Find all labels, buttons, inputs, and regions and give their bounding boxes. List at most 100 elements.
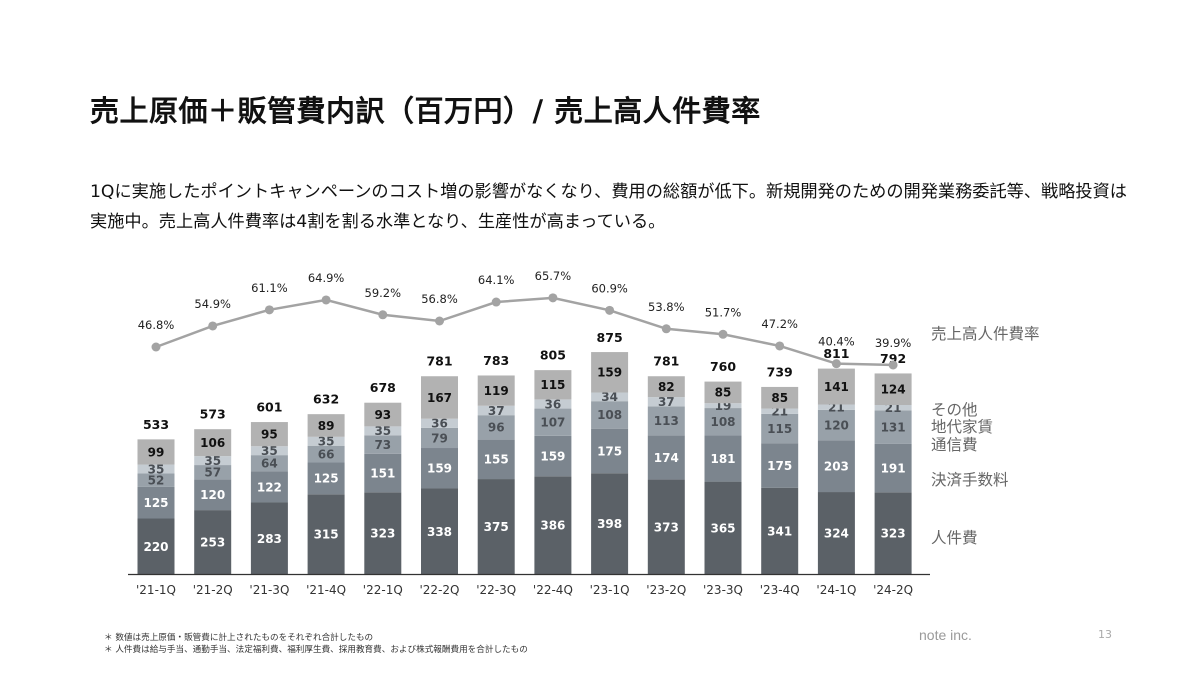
- x-tick-label: '23-3Q: [703, 583, 743, 597]
- bar-segment: [761, 413, 799, 444]
- total-value-label: 781: [426, 354, 452, 369]
- segment-value-label: 108: [710, 415, 735, 429]
- segment-value-label: 151: [370, 466, 395, 480]
- segment-value-label: 36: [545, 397, 562, 411]
- segment-value-label: 64: [261, 457, 278, 471]
- segment-value-label: 52: [148, 473, 165, 487]
- bar-segment: [421, 488, 458, 575]
- x-tick-label: '21-4Q: [306, 583, 346, 597]
- segment-value-label: 253: [200, 536, 225, 550]
- ratio-point: [775, 341, 785, 351]
- segment-value-label: 125: [314, 472, 339, 486]
- bar-segment: [591, 352, 629, 393]
- ratio-point: [831, 359, 841, 369]
- segment-value-label: 324: [824, 527, 849, 541]
- bar-segment: [250, 455, 288, 472]
- ratio-point: [548, 293, 558, 303]
- bar-segment: [817, 368, 855, 405]
- total-value-label: 792: [880, 351, 906, 366]
- ratio-value-label: 47.2%: [761, 317, 798, 331]
- bar-segment: [364, 492, 402, 575]
- ratio-value-label: 54.9%: [194, 297, 231, 311]
- bar-segment: [704, 435, 742, 482]
- x-tick-label: '23-1Q: [590, 583, 630, 597]
- bar-segment: [591, 401, 629, 429]
- ratio-value-label: 56.8%: [421, 292, 458, 306]
- bar-segment: [647, 376, 685, 398]
- ratio-value-label: 46.8%: [138, 318, 175, 332]
- segment-value-label: 159: [540, 449, 565, 463]
- footnote-1: ＊ 数値は売上原価・販管費に計上されたものをそれぞれ合計したもの: [104, 633, 374, 643]
- segment-value-label: 35: [374, 424, 391, 438]
- bar-segment: [647, 406, 685, 436]
- segment-value-label: 35: [261, 444, 278, 458]
- segment-value-label: 85: [715, 386, 732, 400]
- segment-value-label: 181: [710, 452, 735, 466]
- bar-segment: [137, 464, 175, 474]
- segment-value-label: 220: [143, 540, 168, 554]
- x-tick-label: '23-4Q: [760, 583, 800, 597]
- segment-value-label: 373: [654, 520, 679, 534]
- x-tick-label: '22-2Q: [420, 583, 460, 597]
- ratio-value-label: 64.1%: [478, 273, 515, 287]
- bar-segment: [761, 386, 799, 409]
- x-tick-label: '21-3Q: [249, 583, 289, 597]
- ratio-value-label: 60.9%: [591, 281, 628, 295]
- total-value-label: 783: [483, 353, 509, 368]
- ratio-point: [208, 321, 218, 331]
- total-value-label: 739: [767, 364, 793, 379]
- bar-segment: [874, 410, 912, 444]
- segment-value-label: 120: [200, 488, 225, 502]
- x-tick-label: '24-1Q: [816, 583, 856, 597]
- segment-value-label: 66: [318, 447, 335, 461]
- bar-segment: [421, 448, 458, 489]
- ratio-point: [151, 342, 161, 352]
- bar-segment: [421, 376, 458, 419]
- segment-value-label: 174: [654, 451, 679, 465]
- segment-value-label: 167: [427, 391, 452, 405]
- bar-segment: [137, 473, 175, 487]
- segment-value-label: 119: [484, 384, 509, 398]
- bar-segment: [250, 471, 288, 503]
- footnotes: ＊ 数値は売上原価・販管費に計上されたものをそれぞれ合計したもの ＊ 人件費は給…: [104, 632, 528, 656]
- bar-segment: [704, 408, 742, 436]
- bar-segment: [137, 518, 175, 575]
- segment-value-label: 85: [771, 391, 788, 405]
- ratio-point: [718, 329, 728, 339]
- ratio-value-label: 53.8%: [648, 300, 685, 314]
- segment-value-label: 113: [654, 414, 679, 428]
- legend-label: 人件費: [931, 529, 978, 547]
- segment-value-label: 341: [767, 524, 792, 538]
- bar-segment: [817, 440, 855, 493]
- segment-value-label: 73: [374, 438, 391, 452]
- bar-segment: [704, 403, 742, 409]
- segment-value-label: 155: [484, 453, 509, 467]
- total-value-label: 781: [653, 354, 679, 369]
- total-value-label: 875: [597, 330, 623, 345]
- bar-segment: [874, 373, 912, 406]
- segment-value-label: 283: [257, 532, 282, 546]
- x-tick-label: '22-1Q: [363, 583, 403, 597]
- brand-name: note inc.: [919, 627, 972, 643]
- bar-segment: [874, 405, 912, 411]
- bar-segment: [477, 375, 515, 406]
- bar-segment: [307, 462, 345, 495]
- segment-value-label: 82: [658, 380, 675, 394]
- segment-value-label: 131: [881, 420, 906, 434]
- x-tick-label: '24-2Q: [873, 583, 913, 597]
- segment-value-label: 107: [540, 416, 565, 430]
- total-value-label: 811: [823, 346, 849, 361]
- legend-label: 売上高人件費率: [931, 325, 1040, 343]
- bar-segment: [364, 402, 402, 427]
- bar-segment: [307, 494, 345, 575]
- total-value-label: 678: [370, 380, 396, 395]
- bar-segment: [534, 476, 572, 575]
- bar-segment: [817, 409, 855, 441]
- segment-value-label: 365: [710, 521, 735, 535]
- bar-segment: [591, 428, 629, 474]
- bar-segment: [194, 465, 232, 480]
- x-tick-label: '22-3Q: [476, 583, 516, 597]
- segment-value-label: 125: [143, 496, 168, 510]
- x-tick-label: '23-2Q: [646, 583, 686, 597]
- bar-segment: [477, 415, 515, 440]
